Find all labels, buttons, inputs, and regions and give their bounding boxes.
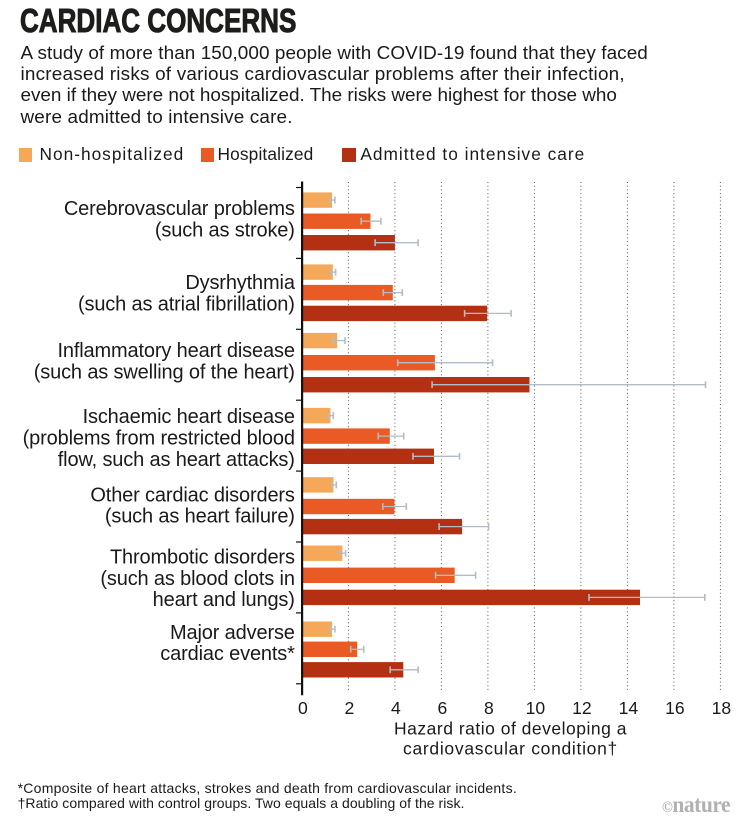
svg-text:16: 16 (665, 698, 685, 718)
svg-text:flow, such as heart attacks): flow, such as heart attacks) (58, 449, 295, 471)
svg-text:10: 10 (526, 698, 546, 718)
svg-text:(such as heart failure): (such as heart failure) (105, 506, 295, 528)
svg-text:12: 12 (572, 698, 592, 718)
svg-text:(such as atrial fibrillation): (such as atrial fibrillation) (78, 293, 295, 315)
svg-text:Inflammatory heart disease: Inflammatory heart disease (57, 340, 294, 362)
svg-text:4: 4 (391, 698, 401, 718)
svg-text:Major adverse: Major adverse (170, 622, 295, 644)
svg-text:6: 6 (438, 698, 448, 718)
svg-text:Ischaemic heart disease: Ischaemic heart disease (83, 406, 295, 428)
svg-text:Hazard ratio of developing a: Hazard ratio of developing a (394, 719, 627, 739)
svg-text:cardiovascular condition†: cardiovascular condition† (403, 739, 618, 759)
svg-text:(such as blood clots in: (such as blood clots in (100, 568, 294, 590)
svg-text:(such as swelling of the heart: (such as swelling of the heart) (34, 361, 295, 383)
svg-text:18: 18 (712, 698, 732, 718)
svg-text:cardiac events*: cardiac events* (160, 643, 295, 665)
svg-text:0: 0 (298, 698, 308, 718)
svg-text:2: 2 (345, 698, 355, 718)
svg-text:Cerebrovascular problems: Cerebrovascular problems (64, 198, 295, 220)
svg-text:8: 8 (484, 698, 494, 718)
svg-text:(problems from restricted bloo: (problems from restricted blood (23, 427, 295, 449)
svg-text:Other cardiac disorders: Other cardiac disorders (90, 484, 295, 506)
svg-text:Thrombotic disorders: Thrombotic disorders (110, 547, 295, 569)
svg-text:heart and lungs): heart and lungs) (153, 589, 295, 611)
svg-text:Dysrhythmia: Dysrhythmia (185, 272, 296, 294)
svg-text:(such as stroke): (such as stroke) (155, 220, 295, 242)
svg-text:14: 14 (619, 698, 639, 718)
